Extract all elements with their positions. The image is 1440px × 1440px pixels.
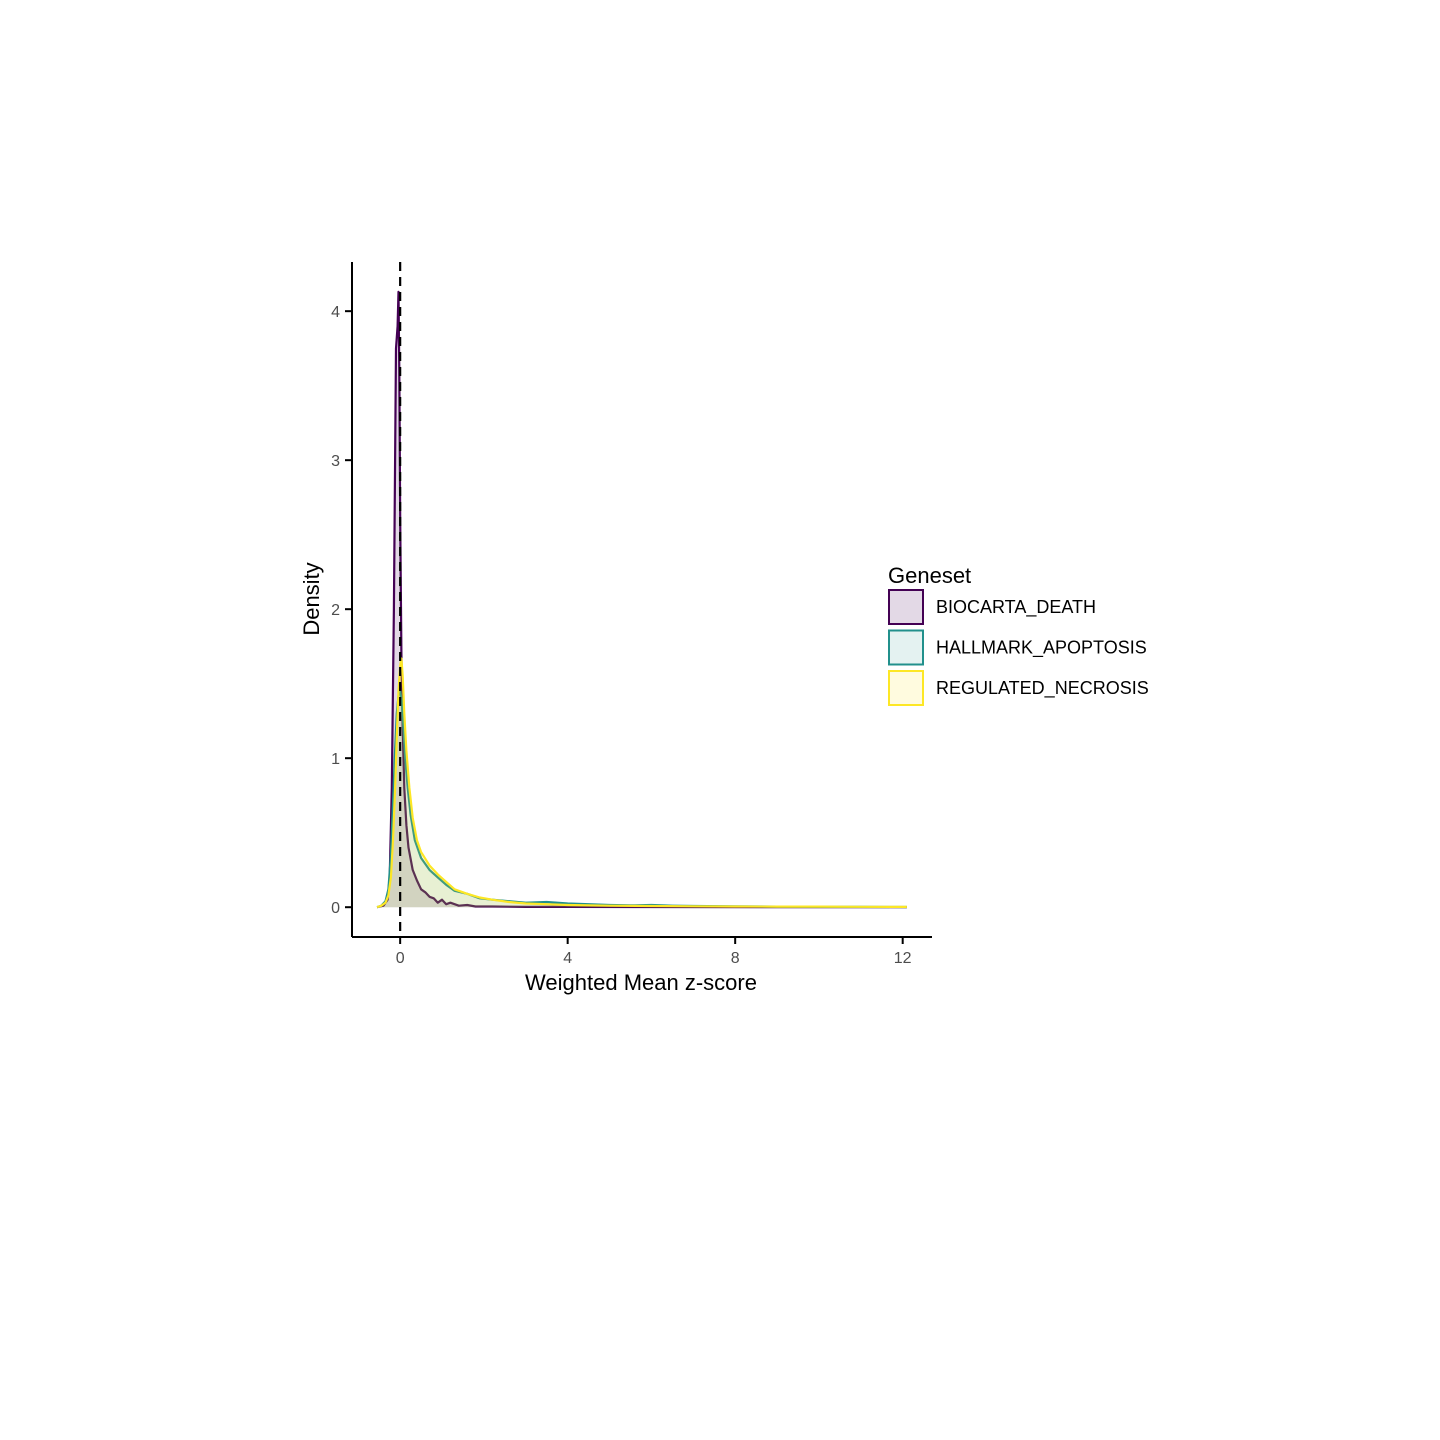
density-area-biocarta-death: [377, 291, 907, 908]
legend-key-biocarta-death: [888, 589, 924, 625]
x-tick-label: 0: [396, 950, 405, 967]
y-tick-label: 3: [331, 453, 340, 470]
legend-title: Geneset: [888, 563, 971, 588]
y-tick-label: 0: [331, 900, 340, 917]
legend-label-biocarta-death: BIOCARTA_DEATH: [936, 597, 1096, 618]
legend-label-regulated-necrosis: REGULATED_NECROSIS: [936, 678, 1149, 699]
y-axis-title: Density: [299, 562, 324, 635]
y-tick-label: 4: [331, 304, 340, 321]
legend: Geneset BIOCARTA_DEATH HALLMARK_APOPTOSIS…: [888, 563, 1149, 706]
x-axis-title: Weighted Mean z-score: [525, 970, 757, 995]
density-line-hallmark-apoptosis: [376, 690, 907, 909]
x-tick-label: 12: [894, 950, 912, 967]
density-line-regulated-necrosis: [376, 657, 907, 909]
x-axis-ticks: 0 4 8 12: [396, 937, 912, 967]
y-tick-label: 1: [331, 751, 340, 768]
y-axis-ticks: 0 1 2 3 4: [331, 304, 352, 917]
legend-key-hallmark-apoptosis: [888, 629, 924, 666]
density-area-regulated-necrosis: [377, 658, 907, 908]
x-tick-label: 8: [731, 950, 740, 967]
legend-key-regulated-necrosis: [888, 670, 924, 706]
legend-items: BIOCARTA_DEATH HALLMARK_APOPTOSIS REGULATE…: [888, 589, 1149, 706]
y-tick-label: 2: [331, 602, 340, 619]
density-series-layer: [376, 290, 907, 909]
density-line-biocarta-death: [376, 290, 907, 909]
density-area-hallmark-apoptosis: [377, 691, 907, 908]
x-tick-label: 4: [563, 950, 572, 967]
legend-label-hallmark-apoptosis: HALLMARK_APOPTOSIS: [936, 638, 1147, 659]
